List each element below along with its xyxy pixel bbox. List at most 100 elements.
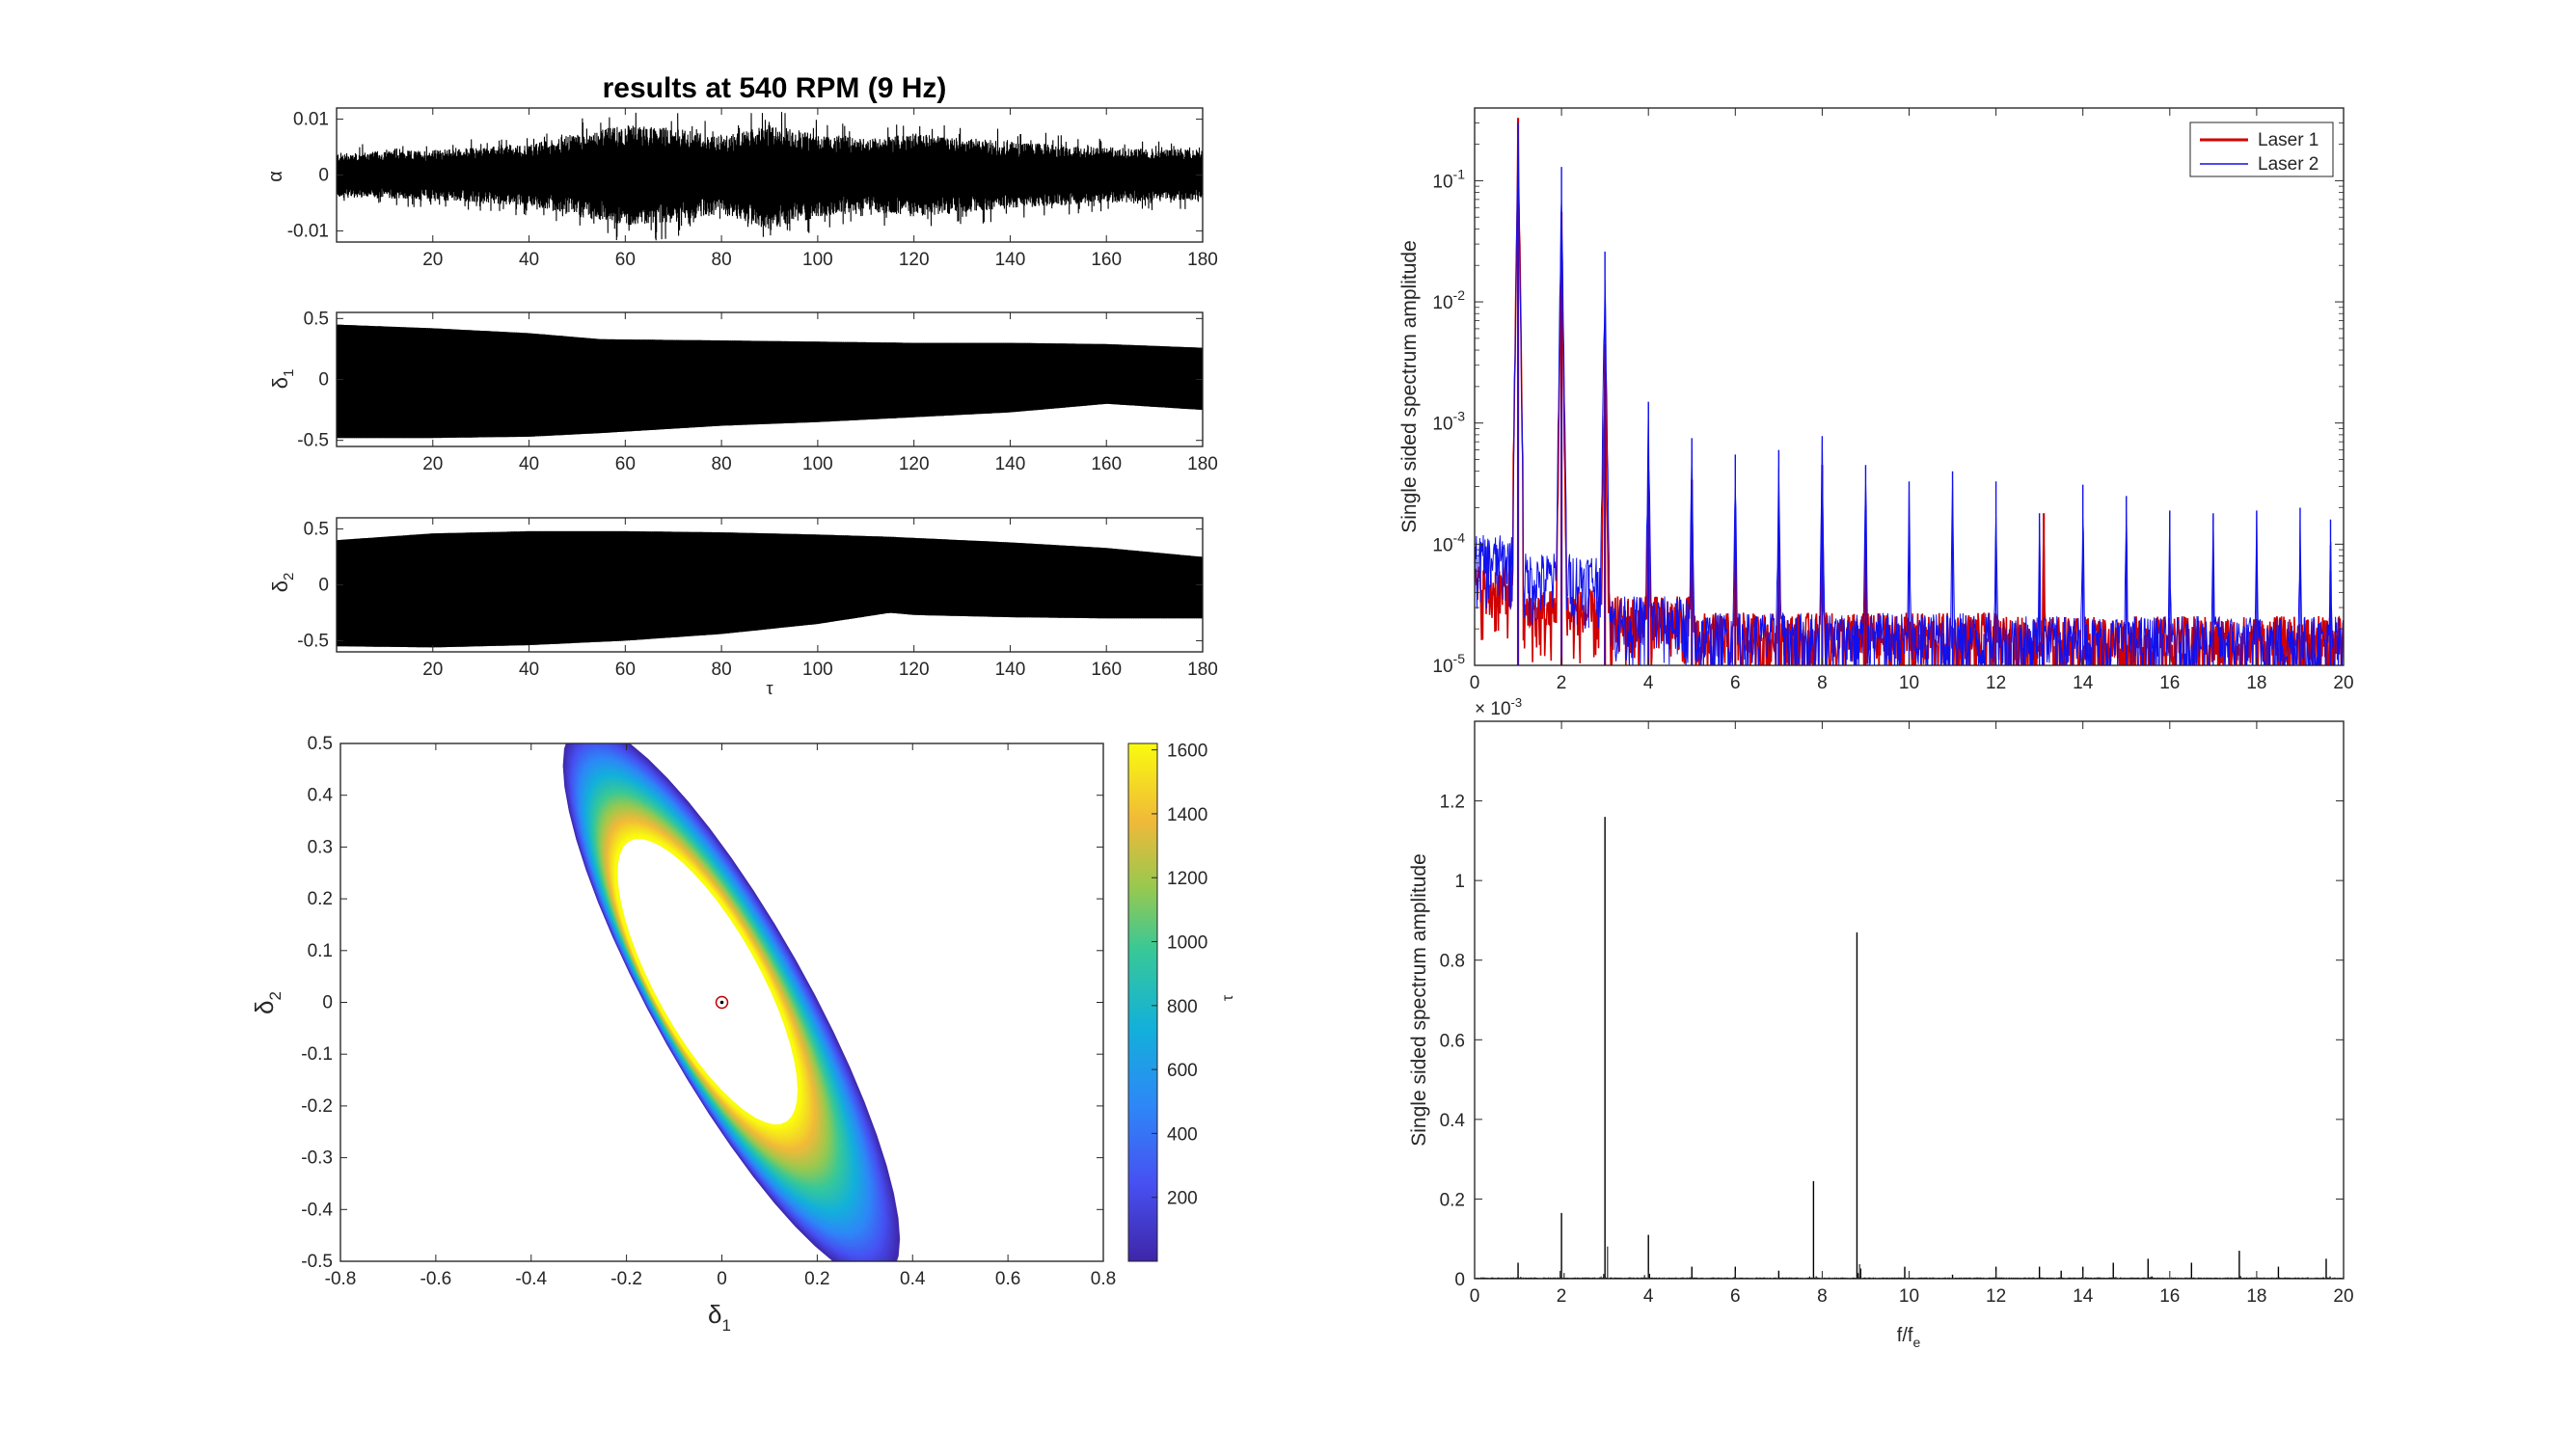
x-tick-label: 18 bbox=[2246, 673, 2266, 693]
x-tick-label: 160 bbox=[1091, 660, 1122, 680]
tau-xlabel: τ bbox=[766, 679, 773, 698]
colorbar-label: τ bbox=[1220, 994, 1236, 1001]
x-tick-label: 12 bbox=[1986, 673, 2006, 693]
spectrum-log-series bbox=[1475, 118, 2344, 665]
y-tick-label: 0.4 bbox=[1440, 1111, 1466, 1131]
phase-axes: -0.8 -0.6 -0.4 -0.2 0 0.2 0.4 0.6 0.8 -0.5 -0.4 -0.… bbox=[250, 734, 1116, 1335]
x-tick-label: -0.4 bbox=[515, 1269, 547, 1289]
y-tick-label: 10-4 bbox=[1432, 529, 1465, 555]
spectrum_lin-plot-area bbox=[1474, 720, 2345, 1280]
x-tick-label: 80 bbox=[712, 454, 732, 474]
x-tick-label: 4 bbox=[1643, 673, 1654, 693]
x-tick-label: 10 bbox=[1899, 1286, 1919, 1307]
x-tick-label: 120 bbox=[899, 660, 930, 680]
x-tick-label: 0 bbox=[1470, 673, 1480, 693]
spectrum-log-ylabel: Single sided spectrum amplitude bbox=[1398, 240, 1421, 533]
colorbar-gradient bbox=[1127, 742, 1158, 1262]
x-tick-label: 0.4 bbox=[900, 1269, 926, 1289]
y-tick-label: -0.3 bbox=[301, 1148, 333, 1169]
x-tick-label: 180 bbox=[1187, 660, 1218, 680]
x-tick-label: 10 bbox=[1899, 673, 1919, 693]
x-tick-label: 100 bbox=[802, 250, 833, 270]
y-tick-label: 1.2 bbox=[1440, 793, 1465, 813]
x-tick-label: 20 bbox=[2333, 1286, 2353, 1307]
colorbar-tick-label: 1000 bbox=[1167, 933, 1207, 954]
colorbar-tick-label: 1200 bbox=[1167, 869, 1207, 889]
trajectory-loop bbox=[614, 835, 801, 1128]
delta2-ylabel: δ2 bbox=[268, 573, 297, 593]
x-tick-label: 140 bbox=[995, 660, 1026, 680]
x-tick-label: 0.6 bbox=[995, 1269, 1020, 1289]
x-tick-label: 80 bbox=[712, 660, 732, 680]
y-tick-label: -0.5 bbox=[301, 1252, 333, 1272]
y-tick-label: -0.2 bbox=[301, 1096, 333, 1117]
y-tick-label: 0 bbox=[318, 370, 329, 391]
x-tick-label: 2 bbox=[1557, 673, 1567, 693]
y-tick-label: 0 bbox=[322, 993, 333, 1013]
phase-ylabel: δ2 bbox=[250, 991, 285, 1014]
delta1-series-line bbox=[337, 324, 1203, 439]
spectrum-log-axes: 0 2 4 6 8 10 12 14 16 18 20 10-5 10-4 10-3 10-2 10-1 Sin… bbox=[1398, 107, 2354, 693]
x-tick-label: 14 bbox=[2073, 1286, 2094, 1307]
y-tick-label: 0.5 bbox=[308, 734, 333, 754]
x-tick-label: -0.2 bbox=[610, 1269, 642, 1289]
x-tick-label: 8 bbox=[1817, 1286, 1828, 1307]
y-tick-label: 0.2 bbox=[308, 889, 333, 909]
colorbar-tick-label: 200 bbox=[1167, 1189, 1198, 1209]
x-tick-label: 120 bbox=[899, 250, 930, 270]
x-tick-label: 6 bbox=[1730, 673, 1741, 693]
legend: Laser 1 Laser 2 bbox=[2189, 122, 2334, 177]
alpha-axes: 20 40 60 80 100 120 140 160 180 -0.01 0 0.01 α bbox=[265, 107, 1218, 270]
colorbar-tick-label: 400 bbox=[1167, 1124, 1198, 1145]
delta1-envelope-fill bbox=[337, 324, 1203, 439]
x-tick-label: 16 bbox=[2159, 673, 2180, 693]
x-tick-label: 40 bbox=[519, 454, 539, 474]
colorbar-tick-label: 600 bbox=[1167, 1061, 1198, 1081]
x-tick-label: 0 bbox=[1470, 1286, 1480, 1307]
y-tick-label: 0 bbox=[318, 166, 329, 186]
x-tick-label: 140 bbox=[995, 454, 1026, 474]
delta1-ylabel: δ1 bbox=[268, 369, 297, 390]
y-tick-label: -0.5 bbox=[297, 431, 329, 451]
x-tick-label: 140 bbox=[995, 250, 1026, 270]
x-tick-label: 2 bbox=[1557, 1286, 1567, 1307]
x-tick-label: 60 bbox=[615, 454, 636, 474]
y-tick-label: 0.6 bbox=[1440, 1031, 1465, 1051]
x-tick-label: 0.2 bbox=[804, 1269, 829, 1289]
x-tick-label: 180 bbox=[1187, 454, 1218, 474]
x-tick-label: 18 bbox=[2246, 1286, 2266, 1307]
x-tick-label: 14 bbox=[2073, 673, 2094, 693]
x-tick-label: 60 bbox=[615, 660, 636, 680]
x-tick-label: 160 bbox=[1091, 454, 1122, 474]
colorbar: 200 400 600 800 1000 1200 1400 1600 τ bbox=[1127, 742, 1236, 1262]
x-tick-label: 20 bbox=[422, 454, 443, 474]
alpha-series-line bbox=[337, 112, 1203, 241]
x-tick-label: 4 bbox=[1643, 1286, 1654, 1307]
x-tick-label: 20 bbox=[422, 660, 443, 680]
y-tick-label: 0.1 bbox=[308, 941, 333, 961]
y-tick-label: 10-1 bbox=[1432, 166, 1465, 192]
equilibrium-dot bbox=[719, 1000, 724, 1005]
y-tick-label: 0 bbox=[318, 576, 329, 596]
x-tick-label: -0.8 bbox=[325, 1269, 357, 1289]
x-tick-label: 40 bbox=[519, 660, 539, 680]
y-tick-label: -0.01 bbox=[287, 221, 329, 241]
x-tick-label: 16 bbox=[2159, 1286, 2180, 1307]
legend-label-1: Laser 1 bbox=[2258, 130, 2318, 150]
x-tick-label: 12 bbox=[1986, 1286, 2006, 1307]
y-tick-label: 1 bbox=[1454, 872, 1465, 892]
x-tick-label: 0 bbox=[717, 1269, 727, 1289]
x-tick-label: 100 bbox=[802, 660, 833, 680]
legend-box bbox=[2189, 122, 2334, 177]
x-tick-label: 120 bbox=[899, 454, 930, 474]
y-tick-label: 0.8 bbox=[1440, 952, 1465, 972]
equilibrium-marker bbox=[715, 995, 729, 1010]
alpha-signal bbox=[337, 112, 1203, 241]
y-tick-label: 0.2 bbox=[1440, 1190, 1465, 1210]
y-exponent-label: × 10-3 bbox=[1475, 695, 1522, 719]
y-tick-label: 10-2 bbox=[1432, 287, 1465, 313]
y-tick-label: 0.5 bbox=[304, 520, 329, 540]
delta1-axes: 20 40 60 80 100 120 140 160 180 -0.5 0 0.5 δ1 bbox=[268, 309, 1218, 474]
delta2-series-line bbox=[337, 530, 1203, 648]
